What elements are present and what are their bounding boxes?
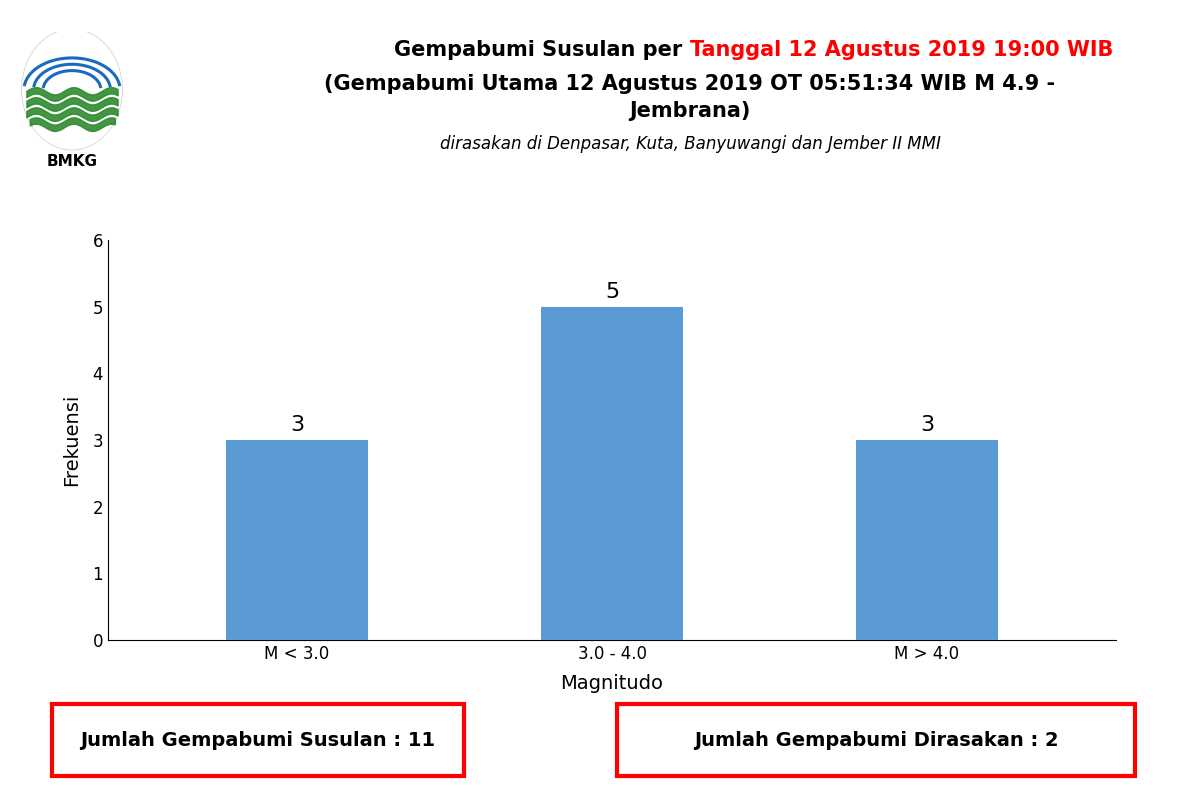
Text: dirasakan di Denpasar, Kuta, Banyuwangi dan Jember II MMI: dirasakan di Denpasar, Kuta, Banyuwangi … [439,135,941,153]
Bar [541,306,683,640]
FancyBboxPatch shape [53,704,463,776]
Bar [226,440,368,640]
Text: 3: 3 [290,415,304,435]
Text: BMKG: BMKG [47,154,97,169]
FancyBboxPatch shape [617,704,1135,776]
Circle shape [22,29,122,150]
X-axis label: Magnitudo: Magnitudo [560,674,664,693]
Text: Tanggal 12 Agustus 2019 19:00 WIB: Tanggal 12 Agustus 2019 19:00 WIB [690,39,1114,60]
Text: Gempabumi Susulan per: Gempabumi Susulan per [395,39,690,60]
Text: (Gempabumi Utama 12 Agustus 2019 OT 05:51:34 WIB M 4.9 -
Jembrana): (Gempabumi Utama 12 Agustus 2019 OT 05:5… [324,74,1056,121]
Text: 5: 5 [605,282,619,302]
Text: Jumlah Gempabumi Susulan : 11: Jumlah Gempabumi Susulan : 11 [80,730,436,750]
Text: 3: 3 [920,415,934,435]
Y-axis label: Frekuensi: Frekuensi [62,394,82,486]
Text: Jumlah Gempabumi Dirasakan : 2: Jumlah Gempabumi Dirasakan : 2 [694,730,1058,750]
Bar [856,440,998,640]
